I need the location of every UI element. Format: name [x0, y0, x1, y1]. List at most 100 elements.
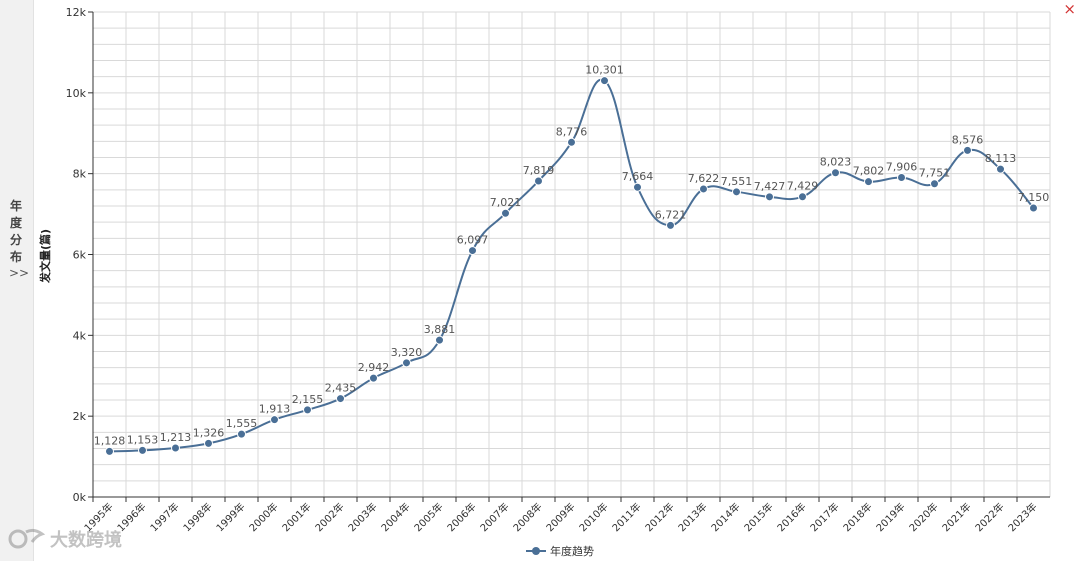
y-axis-label: 发文量(篇): [38, 229, 52, 284]
x-tick-label: 2008年: [510, 500, 544, 534]
data-point: [798, 192, 807, 202]
data-label: 7,751: [919, 167, 951, 180]
data-label: 7,906: [886, 160, 918, 173]
x-tick-label: 1998年: [180, 500, 214, 534]
x-tick-label: 1997年: [147, 500, 181, 534]
data-point: [105, 446, 114, 456]
x-tick-label: 2006年: [444, 500, 478, 534]
data-point: [237, 429, 246, 439]
data-label: 7,429: [787, 180, 819, 193]
x-tick-label: 2022年: [972, 500, 1006, 534]
data-label: 2,942: [358, 361, 390, 374]
data-point: [666, 220, 675, 230]
side-tab-year-distribution[interactable]: 年度分布 >>: [0, 0, 34, 561]
x-tick-label: 2004年: [378, 500, 412, 534]
x-tick-label: 2013年: [675, 500, 709, 534]
data-label: 1,326: [193, 426, 225, 439]
x-tick-label: 2019年: [873, 500, 907, 534]
data-label: 2,435: [325, 382, 357, 395]
data-label: 8,023: [820, 156, 852, 169]
side-tab-label: 年度分布: [9, 199, 22, 264]
data-point: [732, 187, 741, 197]
y-tick-label: 12k: [66, 6, 87, 19]
x-tick-label: 2000年: [246, 500, 280, 534]
data-label: 7,427: [754, 180, 786, 193]
x-tick-label: 2009年: [543, 500, 577, 534]
series-line: [105, 76, 1038, 456]
y-tick-label: 0k: [73, 491, 87, 504]
expand-arrow-icon[interactable]: >>: [9, 266, 30, 280]
data-label: 7,551: [721, 175, 753, 188]
data-label: 6,721: [655, 208, 687, 221]
watermark-text: 大数跨境: [50, 530, 122, 551]
data-label: 7,021: [490, 196, 522, 209]
x-tick-label: 2021年: [939, 500, 973, 534]
data-point: [270, 415, 279, 425]
data-label: 7,664: [622, 170, 654, 183]
data-label: 7,622: [688, 172, 720, 185]
data-point: [699, 184, 708, 194]
x-tick-label: 2012年: [642, 500, 676, 534]
data-point: [138, 445, 147, 455]
legend-dot-marker: [532, 547, 540, 555]
watermark: 大数跨境: [8, 526, 122, 552]
x-tick-label: 2020年: [906, 500, 940, 534]
data-label: 3,881: [424, 323, 456, 336]
data-point: [501, 208, 510, 218]
data-point: [534, 176, 543, 186]
x-tick-label: 2017年: [807, 500, 841, 534]
data-point: [831, 168, 840, 178]
x-tick-label: 2011年: [609, 500, 643, 534]
legend[interactable]: 年度趋势: [526, 544, 594, 558]
data-label: 10,301: [585, 64, 624, 77]
data-label: 1,213: [160, 431, 192, 444]
data-label: 8,776: [556, 125, 588, 138]
data-point: [303, 405, 312, 415]
x-tick-label: 2023年: [1005, 500, 1039, 534]
data-label: 1,128: [94, 434, 126, 447]
data-label: 1,555: [226, 417, 258, 430]
data-point: [1029, 203, 1038, 213]
close-icon[interactable]: ×: [1063, 0, 1076, 18]
data-label: 1,913: [259, 403, 291, 416]
data-label: 6,097: [457, 234, 489, 247]
legend-series-name: 年度趋势: [550, 544, 594, 558]
data-point: [996, 164, 1005, 174]
y-tick-label: 2k: [73, 410, 87, 423]
y-tick-label: 6k: [73, 249, 87, 262]
y-tick-label: 8k: [73, 168, 87, 181]
y-tick-label: 10k: [66, 87, 87, 100]
data-point: [633, 182, 642, 192]
data-point: [897, 172, 906, 182]
data-label: 8,576: [952, 133, 984, 146]
data-point: [369, 373, 378, 383]
x-tick-label: 2015年: [741, 500, 775, 534]
data-point: [336, 394, 345, 404]
grid: [92, 11, 1051, 498]
data-point: [171, 443, 180, 453]
x-tick-label: 2007年: [477, 500, 511, 534]
x-tick-label: 2001年: [279, 500, 313, 534]
x-tick-label: 2002年: [312, 500, 346, 534]
x-tick-label: 2018年: [840, 500, 874, 534]
data-point: [204, 438, 213, 448]
x-tick-label: 2016年: [774, 500, 808, 534]
data-point: [468, 246, 477, 256]
data-label: 7,802: [853, 165, 885, 178]
x-tick-label: 2005年: [411, 500, 445, 534]
data-point: [765, 192, 774, 202]
x-tick-label: 2010年: [576, 500, 610, 534]
data-labels: 1,128 1,153 1,213 1,3261,5551,9132,1552,435…: [94, 64, 1050, 448]
data-point: [567, 137, 576, 147]
x-tick-label: 2003年: [345, 500, 379, 534]
data-label: 8,113: [985, 152, 1017, 165]
data-point: [435, 335, 444, 345]
data-point: [402, 358, 411, 368]
data-point: [600, 76, 609, 86]
x-tick-label: 2014年: [708, 500, 742, 534]
data-point: [864, 177, 873, 187]
data-label: 7,819: [523, 164, 555, 177]
data-label: 7,150: [1018, 191, 1050, 204]
